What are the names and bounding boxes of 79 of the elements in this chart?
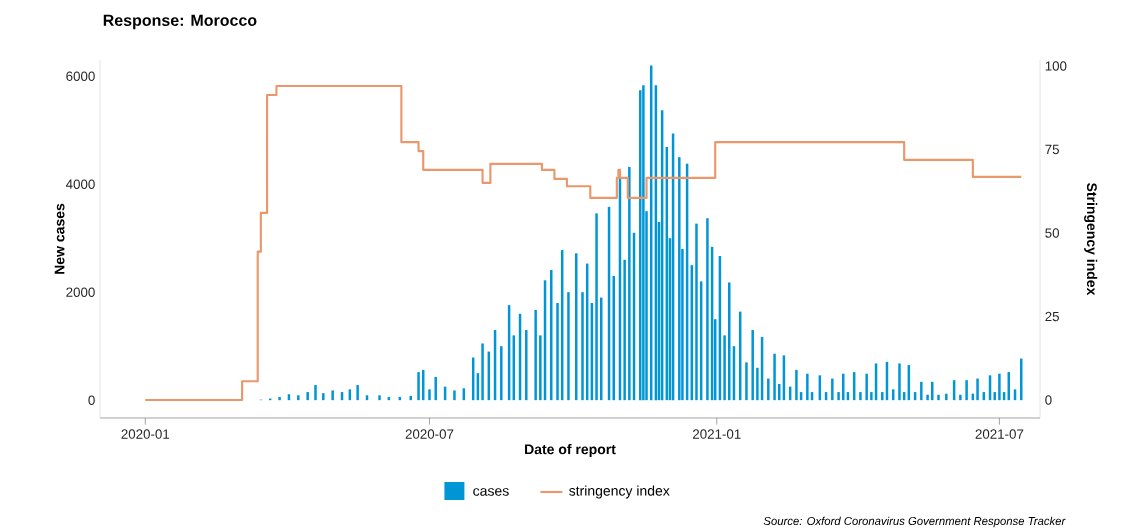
bar — [534, 309, 537, 401]
y2-axis-title: Stringency index — [1084, 182, 1098, 296]
bar — [870, 392, 873, 401]
x-tick-label: 2021-07 — [975, 429, 1024, 439]
bar — [795, 369, 798, 401]
y-tick-label: 6000 — [66, 71, 95, 81]
bar — [723, 335, 726, 401]
legend-label: stringency index — [569, 485, 670, 499]
bar — [453, 390, 456, 401]
bar — [998, 373, 1001, 401]
bar — [959, 394, 962, 401]
y2-tick-label: 25 — [1045, 311, 1059, 322]
bar — [409, 395, 412, 401]
bar — [642, 85, 645, 401]
bar — [550, 270, 553, 401]
bar — [378, 395, 381, 401]
bar — [706, 218, 709, 401]
bar — [926, 394, 929, 401]
bar — [322, 393, 325, 401]
bar — [976, 378, 979, 401]
bar — [859, 392, 862, 401]
bar — [525, 329, 528, 401]
bar — [842, 373, 845, 401]
y2-tick-label: 100 — [1045, 61, 1067, 71]
bar — [500, 346, 503, 401]
bar — [595, 213, 598, 401]
bar — [728, 282, 731, 401]
bar — [612, 275, 615, 401]
y2-tick-label: 0 — [1045, 395, 1052, 405]
bar — [306, 392, 309, 401]
bar — [623, 259, 626, 401]
bar — [356, 385, 359, 401]
bar — [806, 373, 809, 401]
y-axis-title: New cases — [54, 203, 65, 274]
bar — [773, 353, 776, 401]
bar — [314, 385, 317, 401]
bar — [1020, 358, 1023, 401]
y-tick-label: 0 — [88, 395, 95, 405]
y2-tick-label: 75 — [1045, 144, 1059, 155]
bar — [678, 157, 681, 401]
chart-title: Response: Morocco — [103, 14, 257, 30]
bar — [417, 372, 420, 401]
bar — [539, 335, 542, 401]
bar — [831, 378, 834, 401]
bar — [297, 395, 300, 401]
bar — [756, 367, 759, 401]
bar — [278, 396, 281, 401]
bar — [865, 373, 868, 401]
source-note: Source: Oxford Coronavirus Government Response Tracker — [763, 516, 1066, 528]
bar — [331, 390, 334, 401]
bar — [920, 381, 923, 401]
bar — [745, 362, 748, 401]
y-tick-label: 2000 — [66, 287, 95, 297]
bar — [937, 394, 940, 401]
bar — [628, 166, 631, 401]
y-tick-label: 4000 — [65, 179, 95, 189]
bar — [767, 378, 770, 401]
x-tick-label: 2020-07 — [405, 429, 454, 439]
bar — [481, 343, 484, 401]
bar — [581, 292, 584, 401]
bar — [751, 329, 754, 401]
bar — [945, 393, 948, 401]
bar — [965, 380, 968, 401]
bar — [993, 392, 996, 401]
bar — [428, 389, 431, 401]
bar — [695, 223, 698, 401]
x-axis-title: Date of report — [525, 443, 616, 458]
bar — [881, 392, 884, 401]
x-tick-label: 2021-01 — [692, 429, 741, 439]
bar — [556, 302, 559, 401]
bar — [837, 392, 840, 401]
x-tick-label: 2020-01 — [121, 429, 170, 439]
bar — [898, 363, 901, 401]
bar — [931, 381, 934, 401]
bar — [567, 292, 570, 401]
legend-label: cases — [473, 488, 509, 496]
bar — [434, 376, 437, 401]
y2-tick-label: 50 — [1045, 228, 1060, 238]
bar — [575, 253, 578, 401]
